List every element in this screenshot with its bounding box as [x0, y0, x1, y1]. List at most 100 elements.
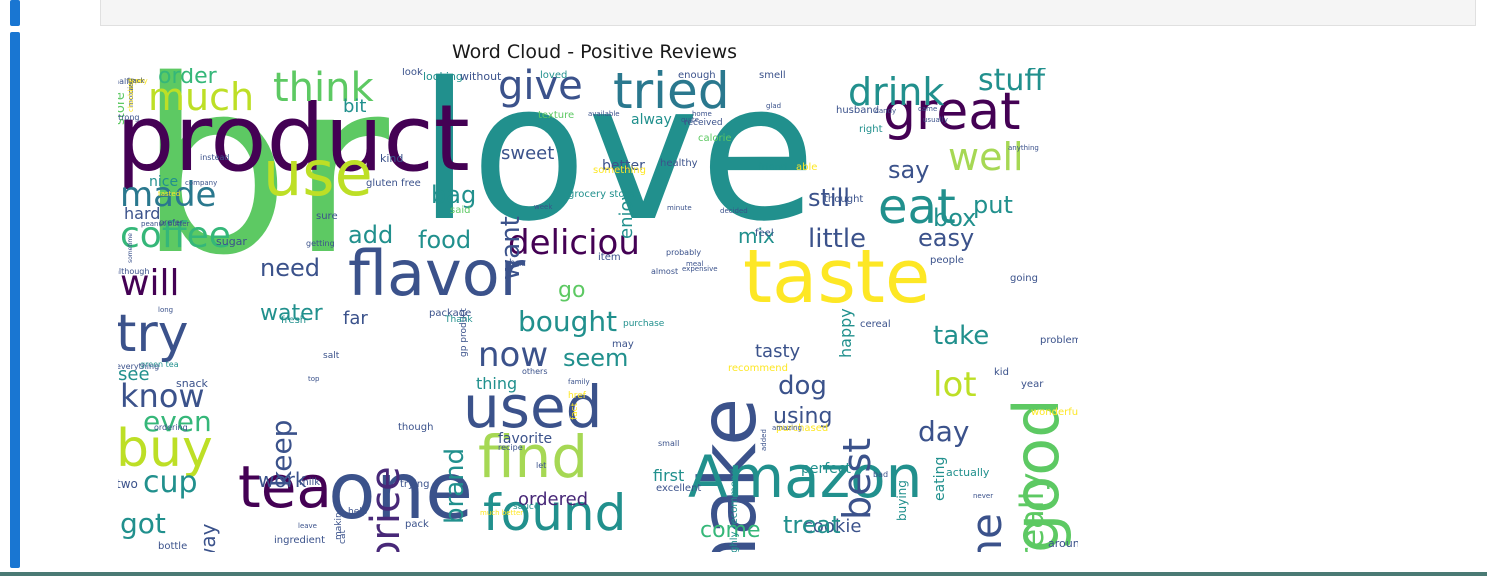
word-lot: lot — [933, 365, 977, 405]
word-instead: instead — [200, 153, 230, 162]
word-great: great — [883, 82, 1021, 142]
word-dog: dog — [778, 371, 827, 401]
word-bar: bar — [509, 258, 526, 269]
word-buy: buy — [118, 419, 213, 479]
word-deliciou: deliciou — [508, 223, 640, 263]
word-feel: feel — [755, 228, 774, 239]
word-mix: mix — [738, 224, 775, 248]
word-day: day — [918, 415, 970, 448]
word-getting: getting — [306, 239, 335, 248]
word-week: week — [534, 203, 553, 211]
word-available: available — [588, 110, 620, 118]
word-know: know — [120, 377, 205, 415]
word-people: people — [930, 255, 964, 266]
word-making: making — [334, 506, 344, 540]
word-easy: easy — [918, 224, 975, 252]
word-wonderful: wonderful — [1031, 407, 1078, 418]
word-package: package — [429, 308, 472, 319]
word-happy: happy — [836, 308, 855, 358]
word-best: best — [835, 437, 879, 520]
word-long: long — [158, 306, 174, 314]
word-little: little — [808, 224, 867, 254]
word-now: now — [478, 335, 549, 375]
word-thought: thought — [824, 194, 864, 205]
word-coffee: coffee — [120, 215, 231, 256]
word-treat: treat — [783, 511, 841, 539]
word-purchased: purchased — [776, 423, 829, 434]
figure-title: Word Cloud - Positive Reviews — [452, 41, 738, 63]
word-ordering: ordering — [154, 423, 188, 432]
word-use: use — [263, 137, 373, 210]
word-decided: decided — [720, 207, 748, 215]
word-friend: friend — [758, 162, 788, 173]
word-bought: bought — [518, 305, 618, 338]
word-loved: loved — [540, 70, 568, 81]
word-tea: tea — [238, 453, 332, 521]
word-eating: eating — [932, 456, 948, 501]
word-sweet: sweet — [501, 143, 555, 164]
word-added: added — [760, 429, 768, 451]
word-go: go — [558, 278, 586, 303]
word-help: help — [348, 507, 368, 517]
word-amazing: amazing — [772, 424, 802, 432]
word-sugar: sugar — [216, 235, 247, 248]
word-put: put — [973, 191, 1013, 219]
word-salt: salt — [323, 351, 340, 361]
word-nice: nice — [149, 174, 179, 190]
word-two: two — [118, 477, 138, 491]
word-prefer: prefer — [159, 218, 184, 227]
word-love: love — [418, 68, 817, 263]
word-give: give — [498, 68, 583, 109]
word-favorite: favorite — [498, 431, 553, 447]
word-family: family — [568, 378, 590, 386]
word-meal: meal — [686, 260, 704, 268]
word-cook: cook — [128, 77, 145, 85]
word-looking: looking — [423, 70, 463, 83]
word-expensive: expensive — [682, 265, 718, 273]
word-everything: everything — [118, 362, 160, 371]
word-usually: usually — [923, 116, 948, 124]
word-fresh: fresh — [281, 315, 307, 326]
word-probably: probably — [666, 248, 702, 257]
word-came: came — [918, 105, 938, 113]
word-glad: glad — [766, 102, 782, 110]
word-half: half — [118, 77, 130, 86]
cell-indicator-active[interactable] — [10, 32, 20, 568]
word-well: well — [948, 135, 1024, 179]
word-kid: kid — [994, 367, 1009, 378]
word-tried: tried — [613, 68, 730, 120]
word-strong: strong — [118, 113, 140, 122]
word-bottle: bottle — [158, 541, 188, 552]
word-tasty: tasty — [755, 341, 801, 362]
word-something: something — [593, 165, 646, 176]
word-come: come — [700, 518, 761, 543]
word-around: around — [1048, 537, 1078, 550]
word-really: really — [1013, 472, 1051, 552]
word-top: top — [308, 375, 320, 383]
word-item: item — [598, 252, 621, 263]
word-amazon: Amazon — [688, 443, 923, 511]
word-think: think — [273, 68, 374, 111]
word-going: going — [1010, 273, 1038, 284]
word-hard: hard — [124, 204, 161, 223]
word-add: add — [348, 221, 394, 249]
word-water: water — [260, 301, 323, 326]
word-thank: Thank — [445, 315, 473, 325]
word-peanut-butter: peanut butter — [141, 220, 190, 228]
word-way: way — [196, 523, 220, 552]
word-company: company — [185, 179, 218, 187]
word-brand: brand — [440, 447, 470, 524]
word-milk: milk — [299, 477, 321, 488]
word-cloud: br love product make taste one good Amazon find u… — [118, 68, 1078, 552]
word-recommend: recommend — [728, 363, 788, 374]
word-box: box — [933, 204, 977, 232]
word-find: find — [478, 423, 589, 491]
word-ordered: ordered — [518, 489, 589, 510]
word-taste: taste — [743, 234, 931, 320]
word-quite: quite — [681, 116, 699, 124]
word-food: food — [418, 226, 472, 254]
word-thing: thing — [476, 374, 518, 393]
word-cereal: cereal — [860, 319, 891, 330]
word-alway: alway — [631, 112, 672, 128]
word-minute: minute — [667, 204, 692, 212]
